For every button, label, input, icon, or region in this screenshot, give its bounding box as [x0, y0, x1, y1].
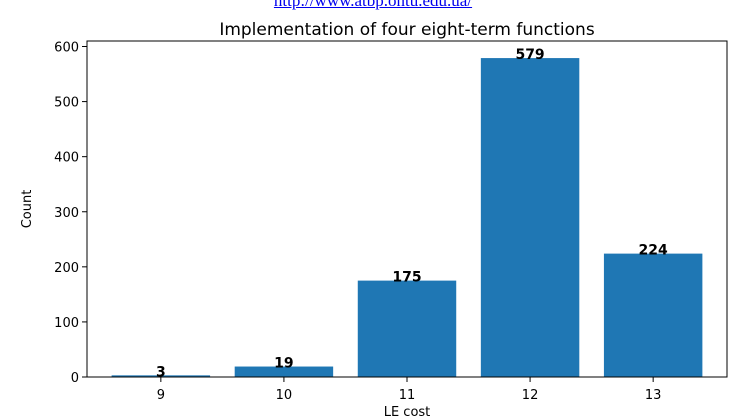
bar-10 [234, 366, 334, 377]
y-tick-label: 500 [54, 96, 79, 111]
y-tick-label: 300 [54, 206, 79, 221]
bar-11 [357, 280, 457, 377]
bar-value-label-11: 175 [392, 270, 421, 286]
bar-9 [111, 375, 211, 377]
x-axis-ticks: 9 10 11 12 13 [157, 377, 662, 403]
plot-frame [86, 40, 728, 378]
x-axis-label: LE cost [384, 405, 431, 419]
bar-data-labels: 3 19 175 579 224 [156, 47, 668, 380]
x-tick-label: 12 [522, 388, 539, 403]
y-axis-label: Count [20, 190, 35, 229]
bars [111, 58, 703, 377]
y-tick-label: 0 [71, 371, 79, 386]
y-tick-label: 600 [54, 41, 79, 56]
y-tick-label: 400 [54, 151, 79, 166]
bar-12 [480, 58, 580, 377]
bar-value-label-10: 19 [274, 356, 293, 372]
bar-value-label-9: 3 [156, 364, 166, 380]
bar-value-label-13: 224 [639, 243, 668, 259]
y-tick-label: 100 [54, 316, 79, 331]
x-tick-label: 9 [157, 388, 165, 403]
bar-13 [603, 253, 703, 377]
x-tick-label: 13 [645, 388, 662, 403]
x-tick-label: 11 [399, 388, 416, 403]
bar-value-label-12: 579 [515, 47, 544, 63]
y-axis-ticks: 0 100 200 300 400 500 600 [54, 41, 87, 386]
source-link[interactable]: http://www.atbp.ontu.edu.ua/ [273, 0, 473, 10]
chart-title: Implementation of four eight-term functi… [219, 20, 595, 40]
x-tick-label: 10 [276, 388, 293, 403]
y-tick-label: 200 [54, 261, 79, 276]
